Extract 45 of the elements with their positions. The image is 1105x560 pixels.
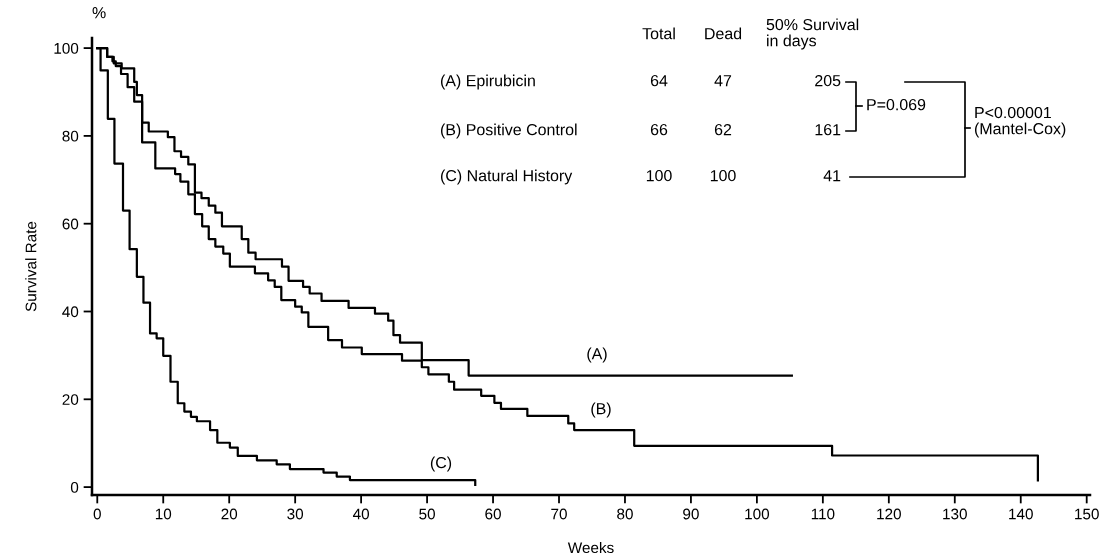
x-tick-label: 90: [683, 508, 699, 520]
annotation: 64: [650, 74, 668, 87]
text: %: [92, 7, 106, 19]
y-tick-label: 100: [54, 42, 79, 54]
annotation: 41: [823, 170, 841, 182]
x-tick-label: 100: [745, 508, 770, 520]
x-tick-label: 140: [1009, 508, 1033, 520]
annotation: (B) Positive Control: [440, 123, 577, 139]
annotation: 161: [815, 123, 841, 136]
annotation: 100: [710, 169, 736, 182]
annotation: 66: [650, 123, 668, 136]
x-tick-label: 40: [352, 508, 370, 520]
annotation: Dead: [705, 27, 742, 40]
annotation: 62: [714, 123, 732, 136]
y-tick-label: 20: [62, 394, 79, 405]
x-tick-label: 50: [419, 508, 435, 520]
x-tick-label: 20: [221, 508, 238, 520]
annotation: 205: [815, 74, 841, 87]
x-tick-label: 80: [617, 508, 633, 520]
annotation: (B): [591, 402, 611, 418]
y-axis-title: Survival Rate: [25, 221, 37, 312]
y-tick-label: 80: [62, 130, 79, 142]
x-tick-label: 110: [811, 508, 835, 520]
annotation: P=0.069: [867, 98, 926, 111]
y-tick-label: 0: [70, 481, 79, 493]
x-tick-label: 10: [155, 508, 172, 520]
x-tick-label: 70: [551, 508, 567, 520]
x-tick-label: 30: [287, 508, 304, 520]
x-tick-label: 120: [877, 508, 901, 520]
x-tick-label: 130: [943, 508, 967, 520]
x-tick-label: 60: [485, 508, 501, 520]
annotation: (A) Epirubicin: [440, 74, 535, 90]
y-tick-label: 40: [62, 306, 79, 318]
annotation: P<0.00001 (Mantel-Cox): [974, 106, 1066, 138]
annotation: 47: [714, 75, 732, 87]
annotation: 100: [646, 169, 672, 182]
annotation: Total: [642, 27, 675, 40]
x-tick-label: 150: [1075, 508, 1099, 520]
x-axis-title: Weeks: [567, 541, 614, 554]
y-tick-label: 60: [62, 218, 79, 230]
annotation: (A): [587, 347, 607, 363]
annotation: (C) Natural History: [440, 169, 573, 185]
annotation: 50% Survival in days: [766, 18, 859, 50]
annotation: (C): [430, 456, 452, 472]
x-tick-label: 0: [93, 508, 101, 520]
